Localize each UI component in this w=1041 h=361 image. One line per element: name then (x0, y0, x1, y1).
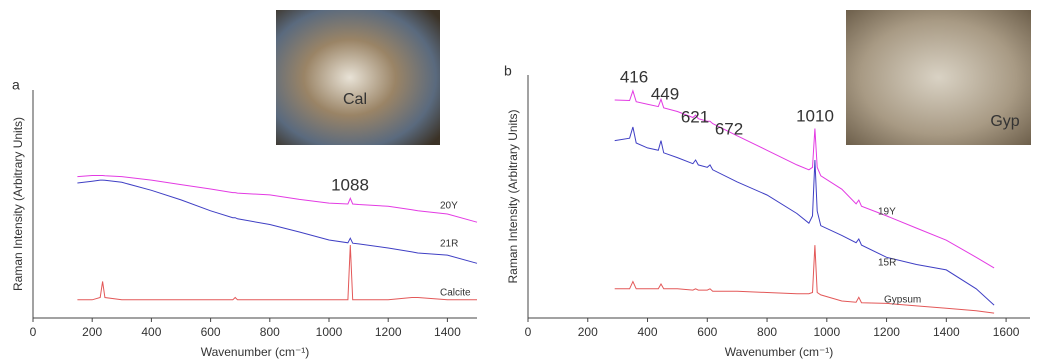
x-tick-label: 0 (30, 325, 37, 339)
x-tick-label: 800 (757, 325, 777, 339)
panel-label: b (504, 63, 512, 79)
spectrum-line (614, 245, 995, 314)
photo-label: Gyp (990, 113, 1019, 130)
peak-annotation: 449 (651, 84, 679, 103)
peak-annotation: 416 (620, 67, 648, 86)
spectrum-line (77, 179, 478, 264)
series-label: Calcite (440, 288, 471, 299)
x-tick-label: 1000 (813, 325, 840, 339)
x-tick-label: 1200 (873, 325, 900, 339)
panel-label: a (12, 77, 20, 93)
x-tick-label: 0 (525, 325, 532, 339)
x-tick-label: 1600 (993, 325, 1020, 339)
x-tick-label: 1400 (434, 325, 461, 339)
x-axis-label: Wavenumber (cm⁻¹) (725, 345, 834, 359)
x-tick-label: 400 (141, 325, 161, 339)
spectrum-line (77, 175, 478, 223)
series-label: 21R (440, 239, 458, 250)
peak-annotation: 1088 (331, 175, 369, 194)
x-tick-label: 1400 (933, 325, 960, 339)
photo (276, 10, 440, 145)
x-tick-label: 200 (578, 325, 598, 339)
series-label: 19Y (878, 207, 896, 218)
x-tick-label: 1200 (375, 325, 402, 339)
y-axis-label: Raman Intensity (Arbitrary Units) (506, 109, 520, 283)
x-tick-label: 1000 (316, 325, 343, 339)
spectrum-line (614, 89, 995, 269)
spectrum-line (614, 126, 995, 306)
photo (846, 10, 1031, 145)
x-tick-label: 400 (638, 325, 658, 339)
x-axis-label: Wavenumber (cm⁻¹) (201, 345, 310, 359)
series-label: Gypsum (884, 295, 921, 306)
x-tick-label: 800 (260, 325, 280, 339)
x-tick-label: 600 (201, 325, 221, 339)
x-tick-label: 200 (82, 325, 102, 339)
peak-annotation: 1010 (796, 106, 834, 125)
series-label: 20Y (440, 201, 458, 212)
spectrum-line (77, 244, 477, 301)
peak-annotation: 672 (715, 119, 743, 138)
series-label: 15R (878, 258, 896, 269)
x-tick-label: 600 (697, 325, 717, 339)
y-axis-label: Raman Intensity (Arbitrary Units) (11, 117, 25, 291)
photo-label: Cal (343, 91, 367, 108)
peak-annotation: 621 (681, 107, 709, 126)
